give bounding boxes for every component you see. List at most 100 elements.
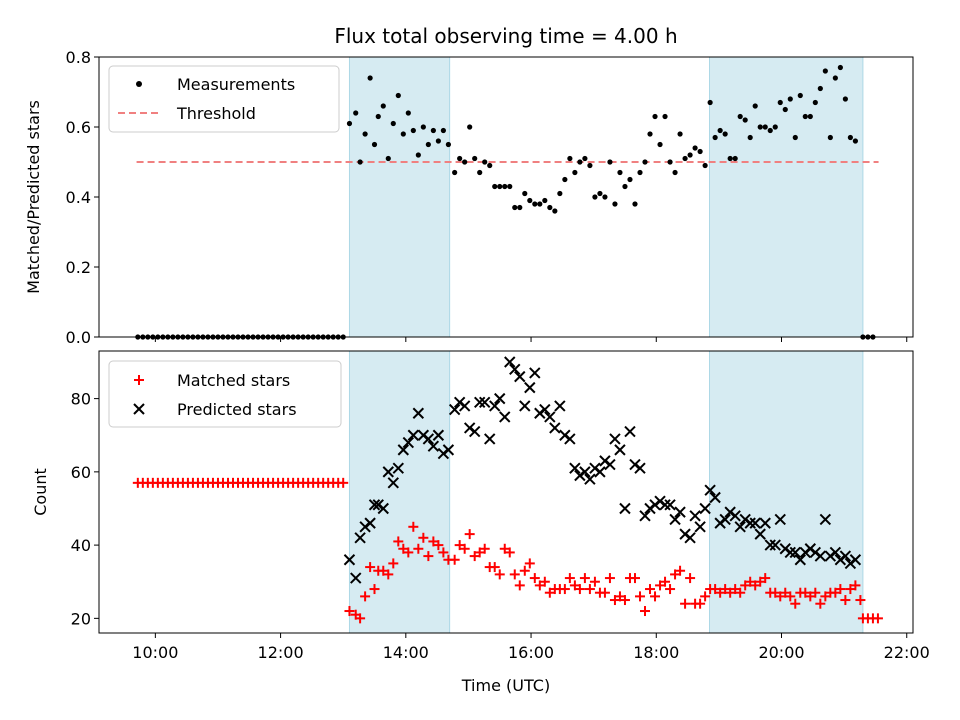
matched-stars-points <box>132 477 883 624</box>
measurement-point <box>617 169 623 176</box>
measurement-point <box>657 141 663 148</box>
matched-star-point <box>494 569 505 580</box>
matched-star-point <box>850 580 861 591</box>
predicted-star-point <box>849 554 862 566</box>
measurement-point <box>430 127 436 134</box>
matched-star-point <box>574 584 585 595</box>
measurement-point <box>572 169 578 176</box>
predicted-star-point <box>387 477 399 489</box>
matched-star-point <box>514 580 525 591</box>
predicted-star-point <box>519 400 531 412</box>
measurement-point <box>802 113 808 120</box>
measurement-point <box>682 155 688 162</box>
predicted-star-point <box>407 429 420 441</box>
matched-star-point <box>464 529 475 540</box>
top-legend: Measurements Threshold <box>108 65 340 133</box>
measurement-point <box>707 99 713 106</box>
predicted-star-point <box>489 400 501 412</box>
measurement-point <box>612 201 618 207</box>
measurement-point <box>467 124 473 130</box>
measurement-point <box>367 75 373 81</box>
matched-star-point <box>872 613 883 624</box>
matched-star-point <box>509 569 520 580</box>
matched-star-point <box>418 532 429 543</box>
matched-star-point <box>489 562 500 573</box>
matched-star-point <box>670 569 681 580</box>
measurement-point <box>702 162 708 169</box>
matched-star-point <box>469 551 480 562</box>
matched-star-point <box>710 584 721 595</box>
measurement-point <box>410 127 416 134</box>
shaded-region-2 <box>709 56 864 338</box>
measurement-point <box>380 103 386 109</box>
matched-star-point <box>433 540 444 551</box>
measurement-point <box>346 120 353 127</box>
measurement-point <box>567 155 573 162</box>
predicted-star-point <box>382 466 394 478</box>
matched-star-point <box>499 543 510 554</box>
measurement-point <box>822 68 828 74</box>
measurement-point <box>415 152 421 158</box>
matched-star-point <box>369 584 380 595</box>
top-y-ticks: 0.0 0.2 0.4 0.6 0.8 <box>66 48 99 347</box>
measurement-point <box>425 141 431 148</box>
top-y-tick-label: 0.8 <box>66 48 91 67</box>
measurement-point <box>497 183 503 190</box>
matched-star-point <box>438 547 449 558</box>
matched-star-point <box>720 584 731 595</box>
matched-star-point <box>398 543 409 554</box>
matched-star-point <box>660 576 671 587</box>
predicted-star-point <box>619 502 631 515</box>
measurement-point <box>632 201 638 207</box>
matched-star-point <box>619 595 630 606</box>
measurement-point <box>527 197 533 204</box>
predicted-star-point <box>569 462 581 474</box>
measurement-point <box>817 85 823 92</box>
measurement-point <box>532 201 538 207</box>
bottom-x-ticks: 10:00 12:00 14:00 16:00 18:00 20:00 22:00 <box>132 633 930 662</box>
measurement-point <box>782 106 788 113</box>
predicted-star-point <box>794 554 806 566</box>
predicted-star-point <box>684 532 696 544</box>
bottom-panel: 20 40 60 80 10:00 12:00 14:00 16:00 18:00 20:00 2… <box>31 350 930 695</box>
predicted-star-point <box>664 499 676 511</box>
legend-measurements-marker <box>136 81 142 87</box>
matched-star-point <box>428 536 439 547</box>
measurement-point <box>792 134 798 141</box>
legend-predicted-label: Predicted stars <box>177 400 297 419</box>
measurement-point <box>747 134 753 141</box>
measurement-point <box>662 113 668 120</box>
measurement-point <box>677 131 683 137</box>
matched-star-point <box>715 587 726 598</box>
predicted-star-point <box>397 444 410 456</box>
matched-star-point <box>650 591 661 602</box>
predicted-star-point <box>422 433 435 445</box>
predicted-star-point <box>634 462 646 474</box>
matched-star-point <box>378 565 389 576</box>
measurement-point <box>400 131 406 137</box>
measurement-point <box>452 169 458 176</box>
predicted-star-point <box>564 433 576 445</box>
predicted-star-point <box>709 491 721 504</box>
measurement-point <box>472 155 478 162</box>
measurement-point <box>812 99 818 106</box>
predicted-star-point <box>674 506 686 518</box>
measurement-point <box>787 96 793 102</box>
matched-star-point <box>599 587 610 598</box>
predicted-star-point <box>719 513 731 526</box>
matched-star-point <box>365 562 376 573</box>
matched-star-point <box>589 576 600 587</box>
measurement-point <box>727 155 733 162</box>
matched-star-point <box>479 543 490 554</box>
predicted-star-point <box>402 436 415 449</box>
matched-star-point <box>685 573 696 584</box>
measurement-point <box>622 183 628 190</box>
predicted-star-point <box>704 484 716 496</box>
measurement-point <box>592 194 598 200</box>
predicted-star-point <box>468 425 481 438</box>
measurement-point <box>672 169 678 176</box>
bottom-y-tick-label: 20 <box>71 609 91 628</box>
predicted-star-point <box>479 396 491 408</box>
measurement-point <box>557 190 563 197</box>
predicted-star-point <box>499 411 511 423</box>
